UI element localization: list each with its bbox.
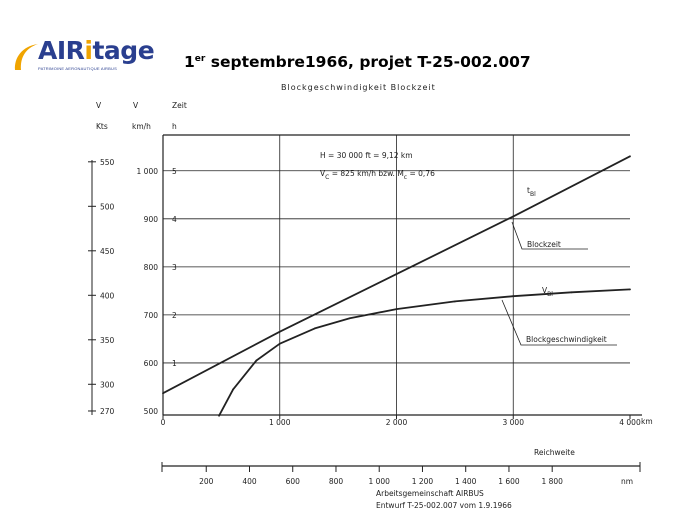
- mach-subscript: c: [404, 174, 407, 181]
- x-tick-label: 0: [161, 418, 166, 427]
- x-axis-unit: km: [641, 417, 653, 426]
- x-axis-label: Reichweite: [534, 448, 575, 457]
- series-label-vbl: VBl: [542, 286, 553, 298]
- time-tick-label: 3: [172, 263, 177, 272]
- nm-tick-label: 1 800: [541, 477, 563, 486]
- time-tick-label: 1: [172, 359, 177, 368]
- series-point: [255, 359, 258, 362]
- kmh-tick-label: 700: [144, 311, 159, 320]
- time-tick-label: 5: [172, 167, 177, 176]
- kts-tick-label: 550: [100, 158, 115, 167]
- vbl-symbol: V: [542, 286, 548, 295]
- nm-axis: 200 400 600 800 1 000 1 200 1 400 1 600 1 800: [161, 462, 641, 486]
- kmh-axis-unit: V: [133, 101, 139, 110]
- nm-tick-label: 200: [199, 477, 214, 486]
- leader-blockgeschwindigkeit: [501, 299, 617, 346]
- series-point: [512, 295, 515, 298]
- mach-value: = 0,76: [407, 169, 435, 178]
- airitage-logo: AIRitage PATRIMOINE AERONAUTIQUE AIRBUS: [12, 36, 162, 78]
- series-label-tbl: tBl: [527, 186, 536, 198]
- conditions-altitude: H = 30 000 ft = 9,12 km: [320, 151, 413, 160]
- kts-tick-label: 300: [100, 380, 115, 389]
- kmh-tick-label: 600: [144, 359, 159, 368]
- vc-value: = 825 km/h bzw. M: [329, 169, 403, 178]
- nm-tick-label: 1 000: [368, 477, 390, 486]
- series-line-blockgeschwindigkeit: [218, 288, 631, 417]
- nm-tick-label: 1 600: [498, 477, 520, 486]
- nm-tick-label: 1 200: [412, 477, 434, 486]
- vc-symbol: V: [320, 169, 326, 178]
- legend-blockgeschwindigkeit: Blockgeschwindigkeit: [526, 335, 607, 344]
- time-axis-label: h: [172, 122, 177, 131]
- series-point: [629, 288, 631, 291]
- title-superscript: er: [194, 53, 206, 64]
- time-tick-label: 4: [172, 215, 177, 224]
- kts-tick-label: 350: [100, 336, 115, 345]
- kmh-tick-label: 500: [144, 407, 159, 416]
- title-day: 1: [184, 53, 195, 71]
- series-point: [395, 308, 398, 311]
- conditions-box: H = 30 000 ft = 9,12 km VC = 825 km/h bz…: [320, 151, 435, 181]
- series-point: [570, 291, 573, 294]
- vc-subscript: C: [325, 174, 329, 181]
- chart-title: Blockgeschwindigkeit Blockzeit: [281, 83, 436, 92]
- legend-blockzeit: Blockzeit: [527, 240, 561, 249]
- kts-axis-label: Kts: [96, 122, 108, 131]
- series-point: [278, 330, 281, 333]
- time-tick-label: 2: [172, 311, 177, 320]
- series-point: [218, 414, 220, 417]
- nm-tick-label: 1 400: [455, 477, 477, 486]
- kts-tick-label: 500: [100, 202, 115, 211]
- page-title: 1er septembre1966, projet T-25-002.007: [184, 53, 531, 71]
- vbl-subscript: Bl: [547, 291, 553, 298]
- series-point: [453, 300, 456, 303]
- series-point: [512, 215, 515, 218]
- kmh-axis-label: km/h: [132, 122, 151, 131]
- title-text: septembre1966, projet T-25-002.007: [205, 53, 531, 71]
- kts-tick-label: 450: [100, 247, 115, 256]
- x-tick-label: 2 000: [386, 418, 408, 427]
- conditions-speed: VC = 825 km/h bzw. Mc = 0,76: [320, 169, 435, 181]
- kts-tick-label: 400: [100, 291, 115, 300]
- nm-tick-label: 600: [286, 477, 301, 486]
- leader-blockzeit: [511, 221, 588, 250]
- logo-wordmark: AIRitage: [38, 36, 155, 65]
- series-point: [395, 273, 398, 275]
- kts-tick-label: 270: [100, 407, 115, 416]
- series-point: [313, 327, 316, 330]
- time-axis-unit: Zeit: [172, 101, 187, 110]
- source-line-2: Entwurf T-25-002.007 vom 1.9.1966: [376, 501, 512, 510]
- x-tick-label: 3 000: [503, 418, 525, 427]
- x-tick-label: 4 000: [619, 418, 641, 427]
- nm-axis-unit: nm: [621, 477, 633, 486]
- series-point: [278, 342, 281, 345]
- tbl-symbol: t: [527, 186, 530, 195]
- series-point: [162, 392, 164, 395]
- nm-tick-label: 400: [242, 477, 257, 486]
- series-point: [348, 317, 351, 320]
- tbl-subscript: Bl: [530, 191, 536, 198]
- series-point: [232, 388, 234, 391]
- chart-grid: [163, 135, 630, 415]
- series-point: [629, 155, 631, 158]
- kmh-tick-label: 900: [144, 215, 159, 224]
- kmh-tick-label: 1 000: [137, 167, 159, 176]
- source-line-1: Arbeitsgemeinschaft AIRBUS: [376, 489, 484, 498]
- nm-tick-label: 800: [329, 477, 344, 486]
- kmh-tick-label: 800: [144, 263, 159, 272]
- logo-swoosh-icon: [14, 44, 38, 70]
- logo-tagline: PATRIMOINE AERONAUTIQUE AIRBUS: [38, 66, 117, 71]
- chart-series: [162, 155, 631, 417]
- x-tick-label: 1 000: [269, 418, 291, 427]
- kts-axis-unit: V: [96, 101, 102, 110]
